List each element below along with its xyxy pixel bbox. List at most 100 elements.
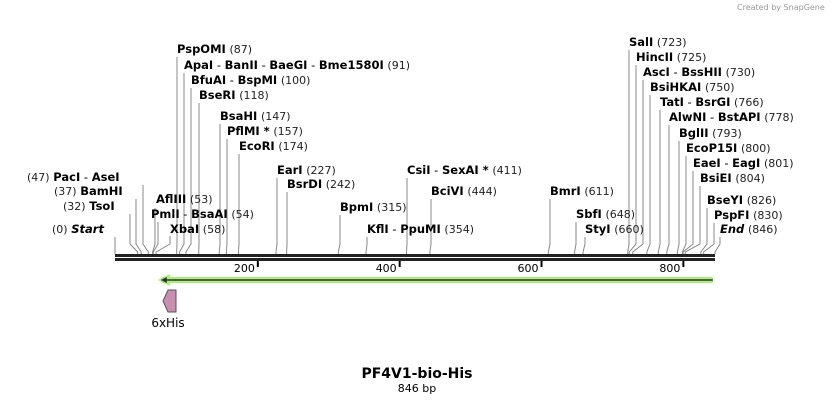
enzyme-name[interactable]: BmrI: [550, 184, 581, 198]
enzyme-name[interactable]: BsrGI: [695, 95, 730, 109]
site-label[interactable]: StyI (660): [585, 222, 644, 236]
site-label[interactable]: BsaHI (147): [220, 109, 291, 123]
enzyme-name[interactable]: StyI: [585, 222, 611, 236]
site-label[interactable]: BciVI (444): [431, 184, 497, 198]
site-label[interactable]: BseYI (826): [707, 193, 776, 207]
site-label[interactable]: XbaI (58): [170, 222, 225, 236]
site-position: (730): [726, 66, 756, 79]
enzyme-name[interactable]: BsaAI: [191, 207, 228, 221]
enzyme-name[interactable]: BciVI: [431, 184, 464, 198]
enzyme-name[interactable]: HincII: [636, 50, 673, 64]
enzyme-name[interactable]: TatI: [660, 95, 684, 109]
site-leader-line: [337, 215, 341, 254]
enzyme-name[interactable]: BstAPI: [718, 110, 761, 124]
6xhis-feature[interactable]: [162, 289, 177, 313]
site-label[interactable]: EcoRI (174): [239, 139, 308, 153]
enzyme-name[interactable]: PpuMI: [400, 222, 441, 236]
enzyme-name[interactable]: End: [720, 222, 745, 236]
site-label[interactable]: AscI - BssHII (730): [643, 65, 755, 79]
enzyme-name[interactable]: EarI: [277, 163, 303, 177]
enzyme-name[interactable]: Start: [71, 222, 104, 236]
site-label[interactable]: (0) Start: [52, 222, 104, 236]
site-label[interactable]: HincII (725): [636, 50, 706, 64]
site-position: (725): [677, 51, 707, 64]
enzyme-name[interactable]: PspOMI: [177, 42, 226, 56]
site-label[interactable]: BmrI (611): [550, 184, 614, 198]
site-label[interactable]: KflI - PpuMI (354): [367, 222, 474, 236]
enzyme-name[interactable]: XbaI: [170, 222, 199, 236]
site-label[interactable]: BglII (793): [679, 126, 742, 140]
enzyme-name[interactable]: AseI: [92, 170, 120, 184]
site-label[interactable]: BsiHKAI (750): [650, 80, 735, 94]
site-position: (0): [52, 223, 68, 236]
ruler-tick: [682, 261, 685, 267]
enzyme-name[interactable]: ApaI: [184, 58, 213, 72]
enzyme-name[interactable]: BspMI: [238, 73, 278, 87]
site-leader-line: [135, 199, 142, 254]
site-label[interactable]: BpmI (315): [340, 200, 407, 214]
site-leader-line: [714, 237, 721, 254]
site-position: (766): [734, 96, 764, 109]
site-leader-line: [225, 139, 228, 254]
site-label[interactable]: BseRI (118): [199, 88, 269, 102]
enzyme-name[interactable]: BglII: [679, 126, 709, 140]
enzyme-name[interactable]: BsaHI: [220, 109, 257, 123]
site-label[interactable]: PflMI * (157): [227, 124, 303, 138]
site-label[interactable]: SbfI (648): [576, 207, 635, 221]
site-label[interactable]: PspFI (830): [714, 208, 783, 222]
site-label[interactable]: AflIII (53): [156, 192, 213, 206]
site-label[interactable]: BsrDI (242): [287, 177, 355, 191]
site-label[interactable]: BfuAI - BspMI (100): [191, 73, 310, 87]
enzyme-name[interactable]: BsiEI: [700, 171, 732, 185]
enzyme-name[interactable]: PacI: [53, 170, 80, 184]
enzyme-name[interactable]: BamHI: [80, 184, 122, 198]
site-label[interactable]: AlwNI - BstAPI (778): [669, 110, 794, 124]
enzyme-name[interactable]: BanII: [225, 58, 258, 72]
site-label[interactable]: SalI (723): [629, 35, 687, 49]
enzyme-name[interactable]: EagI: [732, 156, 760, 170]
enzyme-name[interactable]: AflIII: [156, 192, 186, 206]
enzyme-name[interactable]: CsiI: [407, 163, 431, 177]
enzyme-name[interactable]: BaeGI: [269, 58, 307, 72]
enzyme-name[interactable]: BfuAI: [191, 73, 226, 87]
site-label[interactable]: BsiEI (804): [700, 171, 765, 185]
enzyme-name[interactable]: AlwNI: [669, 110, 706, 124]
site-leader-line: [218, 124, 221, 254]
site-label[interactable]: ApaI - BanII - BaeGI - Bme1580I (91): [184, 58, 410, 72]
enzyme-name[interactable]: EaeI: [693, 156, 721, 170]
enzyme-name[interactable]: BseRI: [199, 88, 236, 102]
enzyme-name[interactable]: AscI: [643, 65, 670, 79]
site-label[interactable]: PspOMI (87): [177, 42, 252, 56]
site-label[interactable]: EcoP15I (800): [686, 141, 771, 155]
site-position: (830): [753, 209, 783, 222]
site-label[interactable]: End (846): [720, 222, 778, 236]
enzyme-name[interactable]: EcoP15I: [686, 141, 737, 155]
enzyme-name[interactable]: BpmI: [340, 200, 373, 214]
enzyme-name[interactable]: PmlI: [151, 207, 180, 221]
site-label[interactable]: EarI (227): [277, 163, 336, 177]
enzyme-name[interactable]: BssHII: [681, 65, 722, 79]
enzyme-name[interactable]: BsrDI: [287, 177, 322, 191]
enzyme-name[interactable]: Bme1580I: [319, 58, 384, 72]
enzyme-name[interactable]: BsiHKAI: [650, 80, 701, 94]
site-label[interactable]: EaeI - EagI (801): [693, 156, 794, 170]
enzyme-name[interactable]: SbfI: [576, 207, 602, 221]
enzyme-name[interactable]: TsoI: [89, 199, 114, 213]
site-position: (53): [190, 193, 213, 206]
site-label[interactable]: (37) BamHI: [54, 184, 123, 198]
enzyme-name[interactable]: BseYI: [707, 193, 743, 207]
backbone[interactable]: [115, 254, 715, 261]
site-label[interactable]: PmlI - BsaAI (54): [151, 207, 254, 221]
enzyme-name[interactable]: PspFI: [714, 208, 749, 222]
ruler-tick: [398, 261, 401, 267]
site-label[interactable]: TatI - BsrGI (766): [660, 95, 764, 109]
enzyme-name[interactable]: PflMI *: [227, 124, 270, 138]
ruler-tick-label: 200: [234, 262, 255, 275]
site-label[interactable]: (32) TsoI: [63, 199, 115, 213]
site-label[interactable]: CsiI - SexAI * (411): [407, 163, 522, 177]
enzyme-name[interactable]: SexAI *: [442, 163, 489, 177]
site-label[interactable]: (47) PacI - AseI: [27, 170, 120, 184]
enzyme-name[interactable]: EcoRI: [239, 139, 275, 153]
enzyme-name[interactable]: SalI: [629, 35, 653, 49]
enzyme-name[interactable]: KflI: [367, 222, 389, 236]
